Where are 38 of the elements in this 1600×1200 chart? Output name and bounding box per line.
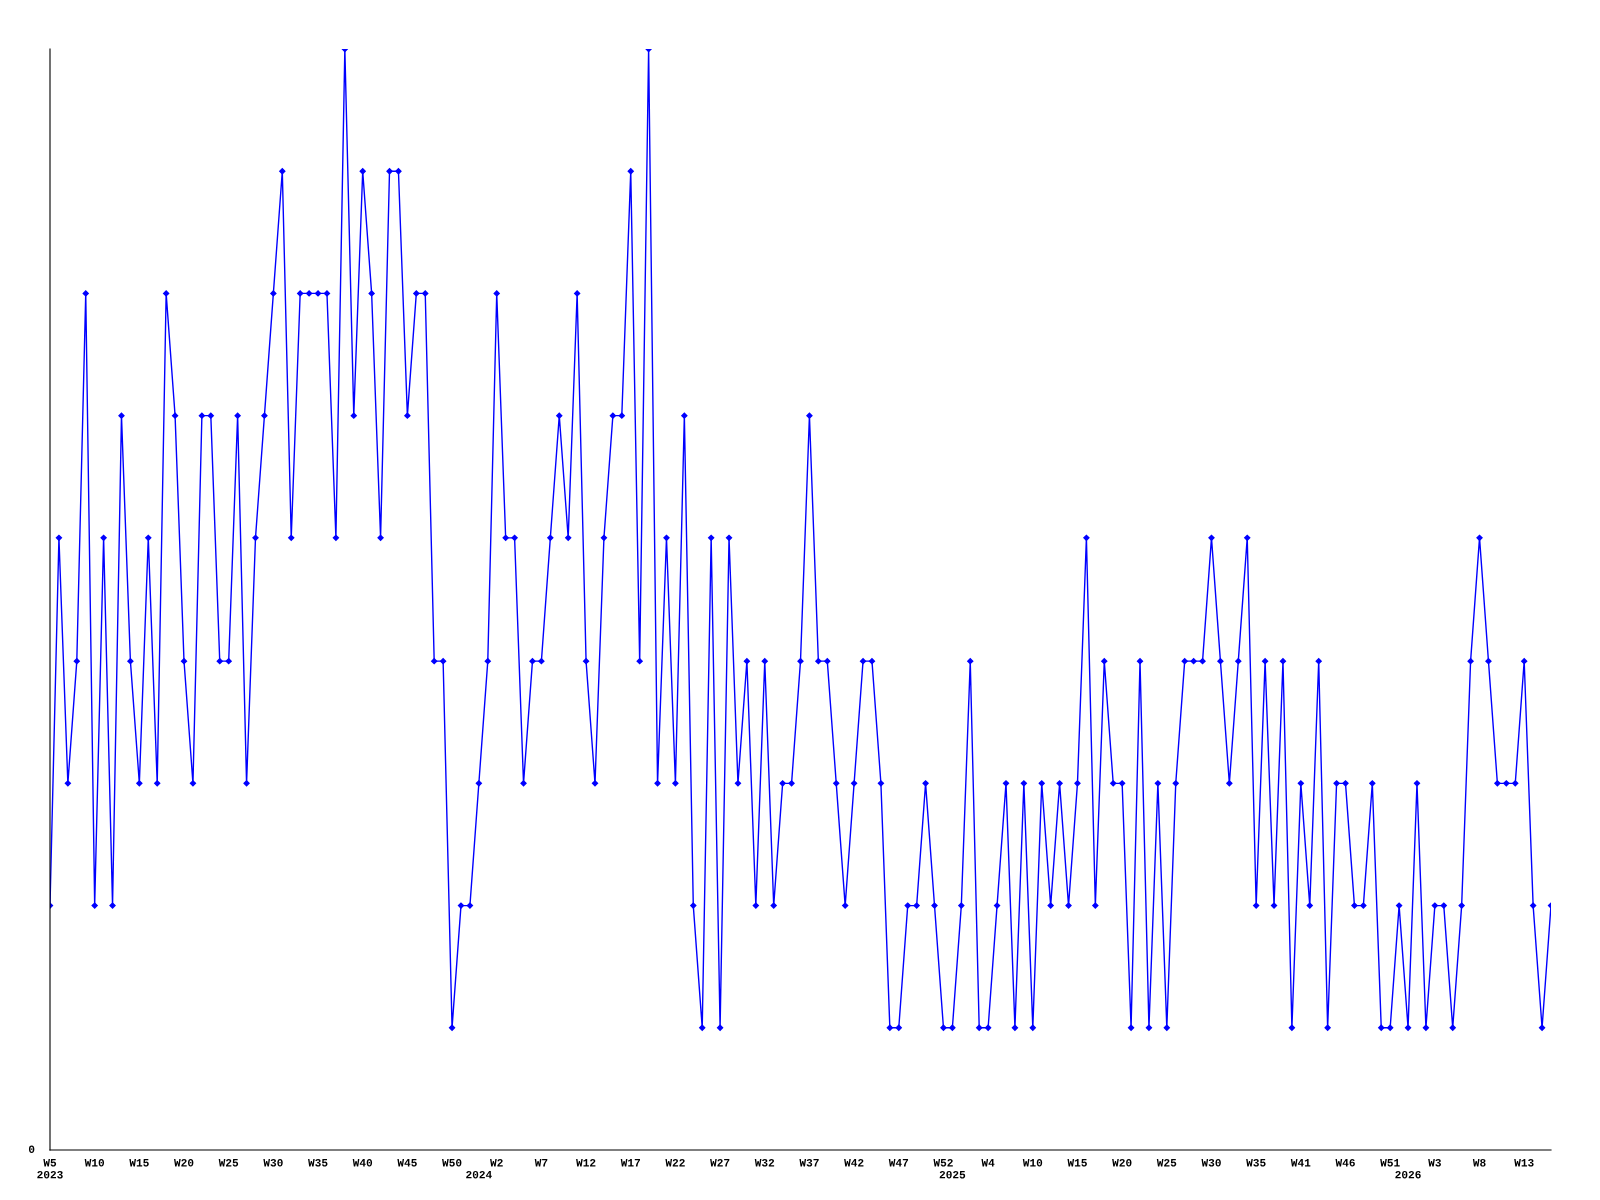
x-tick-label: W45 — [397, 1159, 417, 1167]
x-tick-label: W30 — [1201, 1158, 1221, 1167]
x-tick-label: W25 — [218, 1158, 239, 1167]
x-tick-label: W3 — [1428, 1158, 1441, 1167]
x-tick-label: W10 — [1022, 1158, 1043, 1167]
x-tick-label: W35 — [308, 1158, 328, 1167]
x-tick-label: W47 — [888, 1159, 909, 1167]
x-tick-label: W20 — [1112, 1158, 1132, 1167]
x-tick-label: W20 — [174, 1158, 194, 1167]
x-tick-label: W10 — [84, 1158, 105, 1167]
x-tick-label: W30 — [263, 1158, 283, 1167]
x-tick-label: W7 — [534, 1159, 548, 1167]
x-tick-label: W5 2023 — [37, 1159, 63, 1179]
x-tick-label: W32 — [754, 1158, 775, 1167]
x-tick-label: W35 — [1246, 1158, 1266, 1167]
x-tick-label: W8 — [1472, 1158, 1486, 1167]
x-tick-label: 2024 — [466, 1170, 492, 1179]
x-tick-label: 2026 — [1395, 1170, 1421, 1179]
x-tick-label: W27 — [710, 1158, 730, 1167]
x-tick-label: W17 — [620, 1159, 640, 1167]
x-tick-label: W52 — [933, 1158, 953, 1167]
x-tick-label: W37 — [799, 1158, 819, 1167]
x-tick-label: W13 — [1514, 1158, 1534, 1167]
text: 0 — [28, 1145, 35, 1153]
x-tick-label: W50 — [442, 1158, 462, 1167]
x-tick-label: W25 — [1156, 1158, 1177, 1167]
x-tick-label: W42 — [844, 1158, 864, 1167]
x-tick-label: W46 — [1335, 1158, 1355, 1167]
x-tick-label: W4 — [981, 1159, 995, 1167]
x-tick-label: W41 — [1290, 1159, 1311, 1167]
x-tick-label: W15 — [1067, 1159, 1087, 1167]
x-tick-label: 2025 — [939, 1170, 966, 1179]
x-tick-label: W22 — [665, 1158, 685, 1167]
x-tick-label: W12 — [576, 1158, 596, 1167]
x-tick-label: W51 — [1380, 1159, 1400, 1167]
x-tick-label: W40 — [352, 1158, 373, 1167]
x-tick-label: W2 — [490, 1158, 503, 1167]
x-tick-label: W15 — [129, 1159, 149, 1167]
